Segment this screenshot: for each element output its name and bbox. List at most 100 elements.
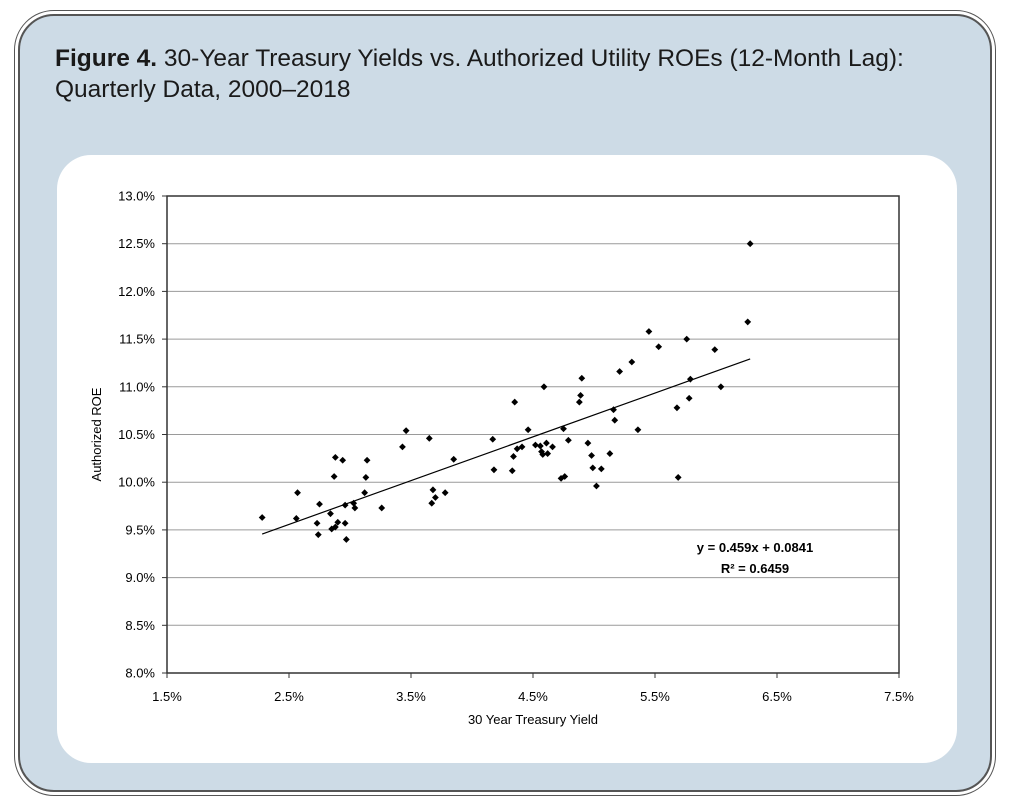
- data-point: [744, 318, 752, 326]
- data-point: [589, 464, 597, 472]
- trendline: [261, 358, 751, 535]
- data-point: [683, 335, 691, 343]
- data-point: [532, 441, 539, 449]
- x-tick-label: 2.5%: [274, 689, 304, 704]
- x-axis-label: 30 Year Treasury Yield: [468, 712, 598, 727]
- x-tick-label: 4.5%: [518, 689, 548, 704]
- data-point: [610, 406, 617, 414]
- figure-title: Figure 4. 30-Year Treasury Yields vs. Au…: [55, 43, 955, 105]
- data-point: [350, 499, 358, 507]
- data-point: [341, 519, 349, 527]
- x-tick-label: 6.5%: [762, 689, 792, 704]
- x-tick-label: 3.5%: [396, 689, 426, 704]
- x-tick-label: 1.5%: [152, 689, 182, 704]
- data-point: [508, 467, 516, 475]
- data-point: [561, 473, 569, 480]
- data-point: [560, 425, 567, 433]
- data-point: [539, 451, 547, 458]
- data-point: [564, 436, 572, 444]
- data-point: [330, 473, 338, 480]
- data-point: [673, 404, 681, 412]
- y-tick-label: 8.0%: [125, 666, 155, 681]
- data-point: [628, 358, 636, 366]
- data-point: [316, 500, 323, 508]
- y-tick-label: 9.5%: [125, 522, 155, 537]
- data-point: [674, 474, 682, 481]
- y-axis-label: Authorized ROE: [89, 387, 104, 481]
- data-point: [510, 453, 517, 460]
- y-tick-label: 10.0%: [118, 475, 155, 490]
- data-point: [490, 466, 498, 474]
- data-point: [331, 453, 339, 461]
- data-point: [441, 489, 449, 497]
- y-tick-label: 12.5%: [118, 236, 155, 251]
- data-point: [351, 504, 359, 512]
- x-tick-label: 5.5%: [640, 689, 670, 704]
- x-tick-labels: 1.5% 2.5% 3.5% 4.5% 5.5% 6.5% 7.5%: [152, 673, 914, 704]
- figure-frame-outer: [14, 10, 996, 796]
- data-point: [327, 510, 334, 518]
- data-point: [611, 416, 619, 424]
- y-tick-label: 12.0%: [118, 284, 155, 299]
- y-tick-labels: 13.0% 12.5% 12.0% 11.5% 11.0% 10.5% 10.0% 9.5% 9…: [118, 189, 167, 681]
- data-point: [378, 504, 386, 512]
- data-point: [314, 531, 322, 539]
- data-point: [331, 523, 339, 531]
- data-point: [543, 439, 550, 447]
- data-point: [540, 383, 548, 391]
- data-point: [538, 448, 545, 456]
- data-point: [313, 519, 321, 527]
- data-point: [575, 398, 583, 406]
- data-point: [593, 482, 600, 490]
- data-point: [606, 450, 614, 457]
- x-tick-label: 7.5%: [884, 689, 914, 704]
- data-point: [432, 494, 439, 501]
- data-point: [294, 489, 301, 497]
- y-tick-label: 11.5%: [119, 332, 155, 347]
- y-tick-label: 10.5%: [118, 427, 155, 442]
- data-point: [341, 501, 349, 509]
- gridlines: [167, 243, 899, 626]
- data-point: [645, 328, 653, 335]
- data-point: [544, 450, 552, 457]
- data-point: [258, 514, 266, 521]
- r-squared-label: R² = 0.6459: [721, 561, 789, 576]
- data-points: [258, 240, 754, 543]
- data-point: [616, 368, 624, 375]
- data-point: [518, 443, 526, 451]
- data-point: [588, 452, 595, 459]
- y-tick-label: 13.0%: [118, 189, 155, 204]
- y-tick-label: 8.5%: [125, 618, 155, 633]
- data-point: [339, 456, 347, 464]
- chart-panel: [57, 155, 957, 763]
- data-point: [362, 474, 370, 481]
- data-point: [536, 442, 544, 450]
- data-point: [428, 499, 436, 507]
- data-point: [511, 398, 519, 406]
- data-point: [686, 375, 694, 383]
- data-point: [717, 383, 725, 391]
- data-point: [450, 455, 458, 463]
- data-point: [402, 427, 410, 435]
- data-point: [685, 394, 693, 402]
- data-point: [361, 489, 369, 497]
- data-point: [549, 443, 556, 451]
- data-point: [399, 443, 406, 451]
- trendline-equation: y = 0.459x + 0.0841: [697, 540, 813, 555]
- data-point: [577, 391, 584, 399]
- data-point: [363, 456, 371, 464]
- data-point: [597, 465, 605, 473]
- data-point: [425, 434, 433, 442]
- data-point: [429, 486, 437, 494]
- y-tick-label: 9.0%: [125, 570, 155, 585]
- data-point: [578, 374, 586, 382]
- data-point: [342, 536, 350, 543]
- figure-label: Figure 4.: [55, 45, 158, 72]
- data-point: [746, 240, 754, 248]
- y-tick-label: 11.0%: [119, 379, 155, 394]
- data-point: [292, 515, 300, 522]
- figure-title-text: 30-Year Treasury Yields vs. Authorized U…: [55, 45, 904, 103]
- data-point: [524, 426, 532, 434]
- data-point: [634, 426, 642, 434]
